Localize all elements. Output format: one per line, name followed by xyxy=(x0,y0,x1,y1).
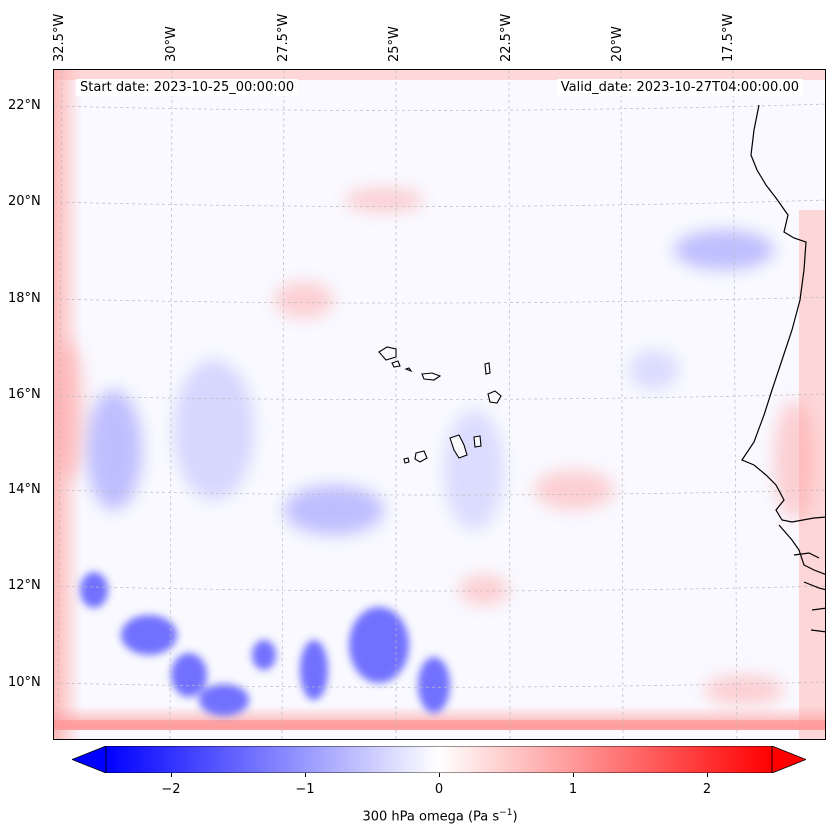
colorbar-gradient xyxy=(105,746,773,773)
lat-label-22n: 22°N xyxy=(8,98,41,113)
start-date-label: Start date: 2023-10-25_00:00:00 xyxy=(76,79,299,96)
coastline xyxy=(741,104,825,633)
colorbar-tick-label: −1 xyxy=(295,782,315,797)
island-sao-vicente xyxy=(391,360,401,368)
lon-label-27-5w: 27.5°W xyxy=(276,13,291,62)
ascent-regions xyxy=(86,230,774,535)
lon-label-32-5w: 32.5°W xyxy=(52,13,67,62)
cape-verde-islands xyxy=(378,346,502,464)
island-boa-vista xyxy=(487,390,502,404)
omega-field-map xyxy=(54,70,825,739)
island-maio xyxy=(473,435,482,448)
lon-label-22-5w: 22.5°W xyxy=(499,13,514,62)
valid-date-label: Valid_date: 2023-10-27T04:00:00.00 xyxy=(556,79,803,96)
africa-coastline xyxy=(741,104,825,523)
colorbar-tickmark xyxy=(305,773,306,777)
colorbar-tick-label: 1 xyxy=(568,782,578,797)
colorbar-tickmark xyxy=(171,773,172,777)
lat-label-18n: 18°N xyxy=(8,291,41,306)
descent-regions xyxy=(54,188,814,705)
colorbar-tickmark xyxy=(573,773,574,777)
colorbar-extend-high xyxy=(771,746,806,773)
graticule xyxy=(54,70,825,739)
island-sao-nicolau xyxy=(421,372,442,381)
island-santo-antao xyxy=(378,346,397,361)
colorbar-tick-label: −2 xyxy=(161,782,181,797)
colorbar-tickmark xyxy=(707,773,708,777)
lat-label-20n: 20°N xyxy=(8,194,41,209)
lon-label-30w: 30°W xyxy=(164,26,179,62)
colorbar-extend-low xyxy=(72,746,107,773)
map-panel: Start date: 2023-10-25_00:00:00 Valid_da… xyxy=(53,69,826,740)
lat-label-14n: 14°N xyxy=(8,482,41,497)
colorbar-tick-label: 2 xyxy=(702,782,712,797)
boundary-band-top xyxy=(54,70,825,80)
lon-label-20w: 20°W xyxy=(610,26,625,62)
colorbar-tickmark xyxy=(439,773,440,777)
lon-label-25w: 25°W xyxy=(387,26,402,62)
island-brava xyxy=(403,457,410,464)
lat-label-10n: 10°N xyxy=(8,675,41,690)
island-sal xyxy=(484,362,491,375)
island-santiago xyxy=(449,434,468,459)
island-santa-luzia xyxy=(404,367,413,373)
lat-label-12n: 12°N xyxy=(8,578,41,593)
lat-label-16n: 16°N xyxy=(8,387,41,402)
island-fogo xyxy=(414,450,428,463)
colorbar-tick-label: 0 xyxy=(434,782,444,797)
colorbar xyxy=(72,746,806,773)
colorbar-label: 300 hPa omega (Pa s−1) xyxy=(362,808,518,825)
strong-ascent-regions xyxy=(80,572,450,716)
omega-field xyxy=(54,70,825,739)
lon-label-17-5w: 17.5°W xyxy=(721,13,736,62)
